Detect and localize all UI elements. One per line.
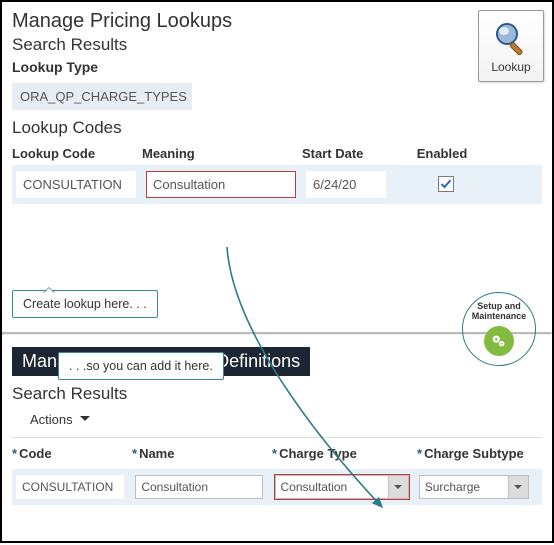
manage-pricing-lookups-panel: Manage Pricing Lookups Search Results Lo… <box>2 2 552 212</box>
col-lookup-code: Lookup Code <box>12 146 142 161</box>
col-code: Code <box>19 446 52 461</box>
chevron-down-icon <box>80 416 90 426</box>
lookup-type-value: ORA_QP_CHARGE_TYPES <box>12 83 192 110</box>
chevron-down-icon <box>514 485 522 493</box>
lookup-codes-heading: Lookup Codes <box>12 118 542 138</box>
lookup-codes-header-row: Lookup Code Meaning Start Date Enabled <box>12 142 542 165</box>
gears-icon <box>484 326 514 356</box>
start-date-field[interactable]: 6/24/20 <box>306 171 386 198</box>
lookup-code-field[interactable]: CONSULTATION <box>16 171 136 198</box>
chevron-down-icon <box>394 485 402 493</box>
page-title: Manage Pricing Lookups <box>12 10 542 33</box>
col-charge-type: Charge Type <box>279 446 357 461</box>
callout-add-here: . . .so you can add it here. <box>58 352 224 380</box>
callout-create-lookup: Create lookup here. . . <box>12 290 158 318</box>
definitions-row: CONSULTATION Consultation Consultation S… <box>12 469 542 505</box>
enabled-checkbox[interactable] <box>438 176 454 192</box>
col-meaning: Meaning <box>142 146 302 161</box>
name-field[interactable]: Consultation <box>135 475 263 499</box>
charge-type-value: Consultation <box>275 475 389 499</box>
dropdown-button[interactable] <box>389 475 409 499</box>
charge-definitions-subtitle: Search Results <box>12 384 542 404</box>
setup-maintenance-badge[interactable]: Setup and Maintenance <box>462 292 536 366</box>
lookup-type-label: Lookup Type <box>12 59 542 75</box>
search-results-heading: Search Results <box>12 35 542 55</box>
actions-menu[interactable]: Actions <box>12 408 542 437</box>
dropdown-button[interactable] <box>509 475 529 499</box>
charge-subtype-value: Surcharge <box>419 475 509 499</box>
col-enabled: Enabled <box>402 146 482 161</box>
setup-badge-text: Setup and Maintenance <box>472 302 527 322</box>
actions-label: Actions <box>30 412 73 427</box>
code-field[interactable]: CONSULTATION <box>16 475 124 499</box>
col-charge-subtype: Charge Subtype <box>424 446 524 461</box>
lookup-button[interactable]: Lookup <box>478 10 544 82</box>
col-name: Name <box>139 446 174 461</box>
charge-subtype-select[interactable]: Surcharge <box>419 475 529 499</box>
magnifier-icon <box>491 18 531 58</box>
lookup-button-label: Lookup <box>491 60 530 74</box>
lookup-codes-row: CONSULTATION Consultation 6/24/20 <box>12 165 542 204</box>
charge-type-select[interactable]: Consultation <box>275 475 409 499</box>
meaning-field[interactable]: Consultation <box>146 171 296 198</box>
col-start-date: Start Date <box>302 146 402 161</box>
definitions-header-row: *Code *Name *Charge Type *Charge Subtype <box>12 437 542 469</box>
